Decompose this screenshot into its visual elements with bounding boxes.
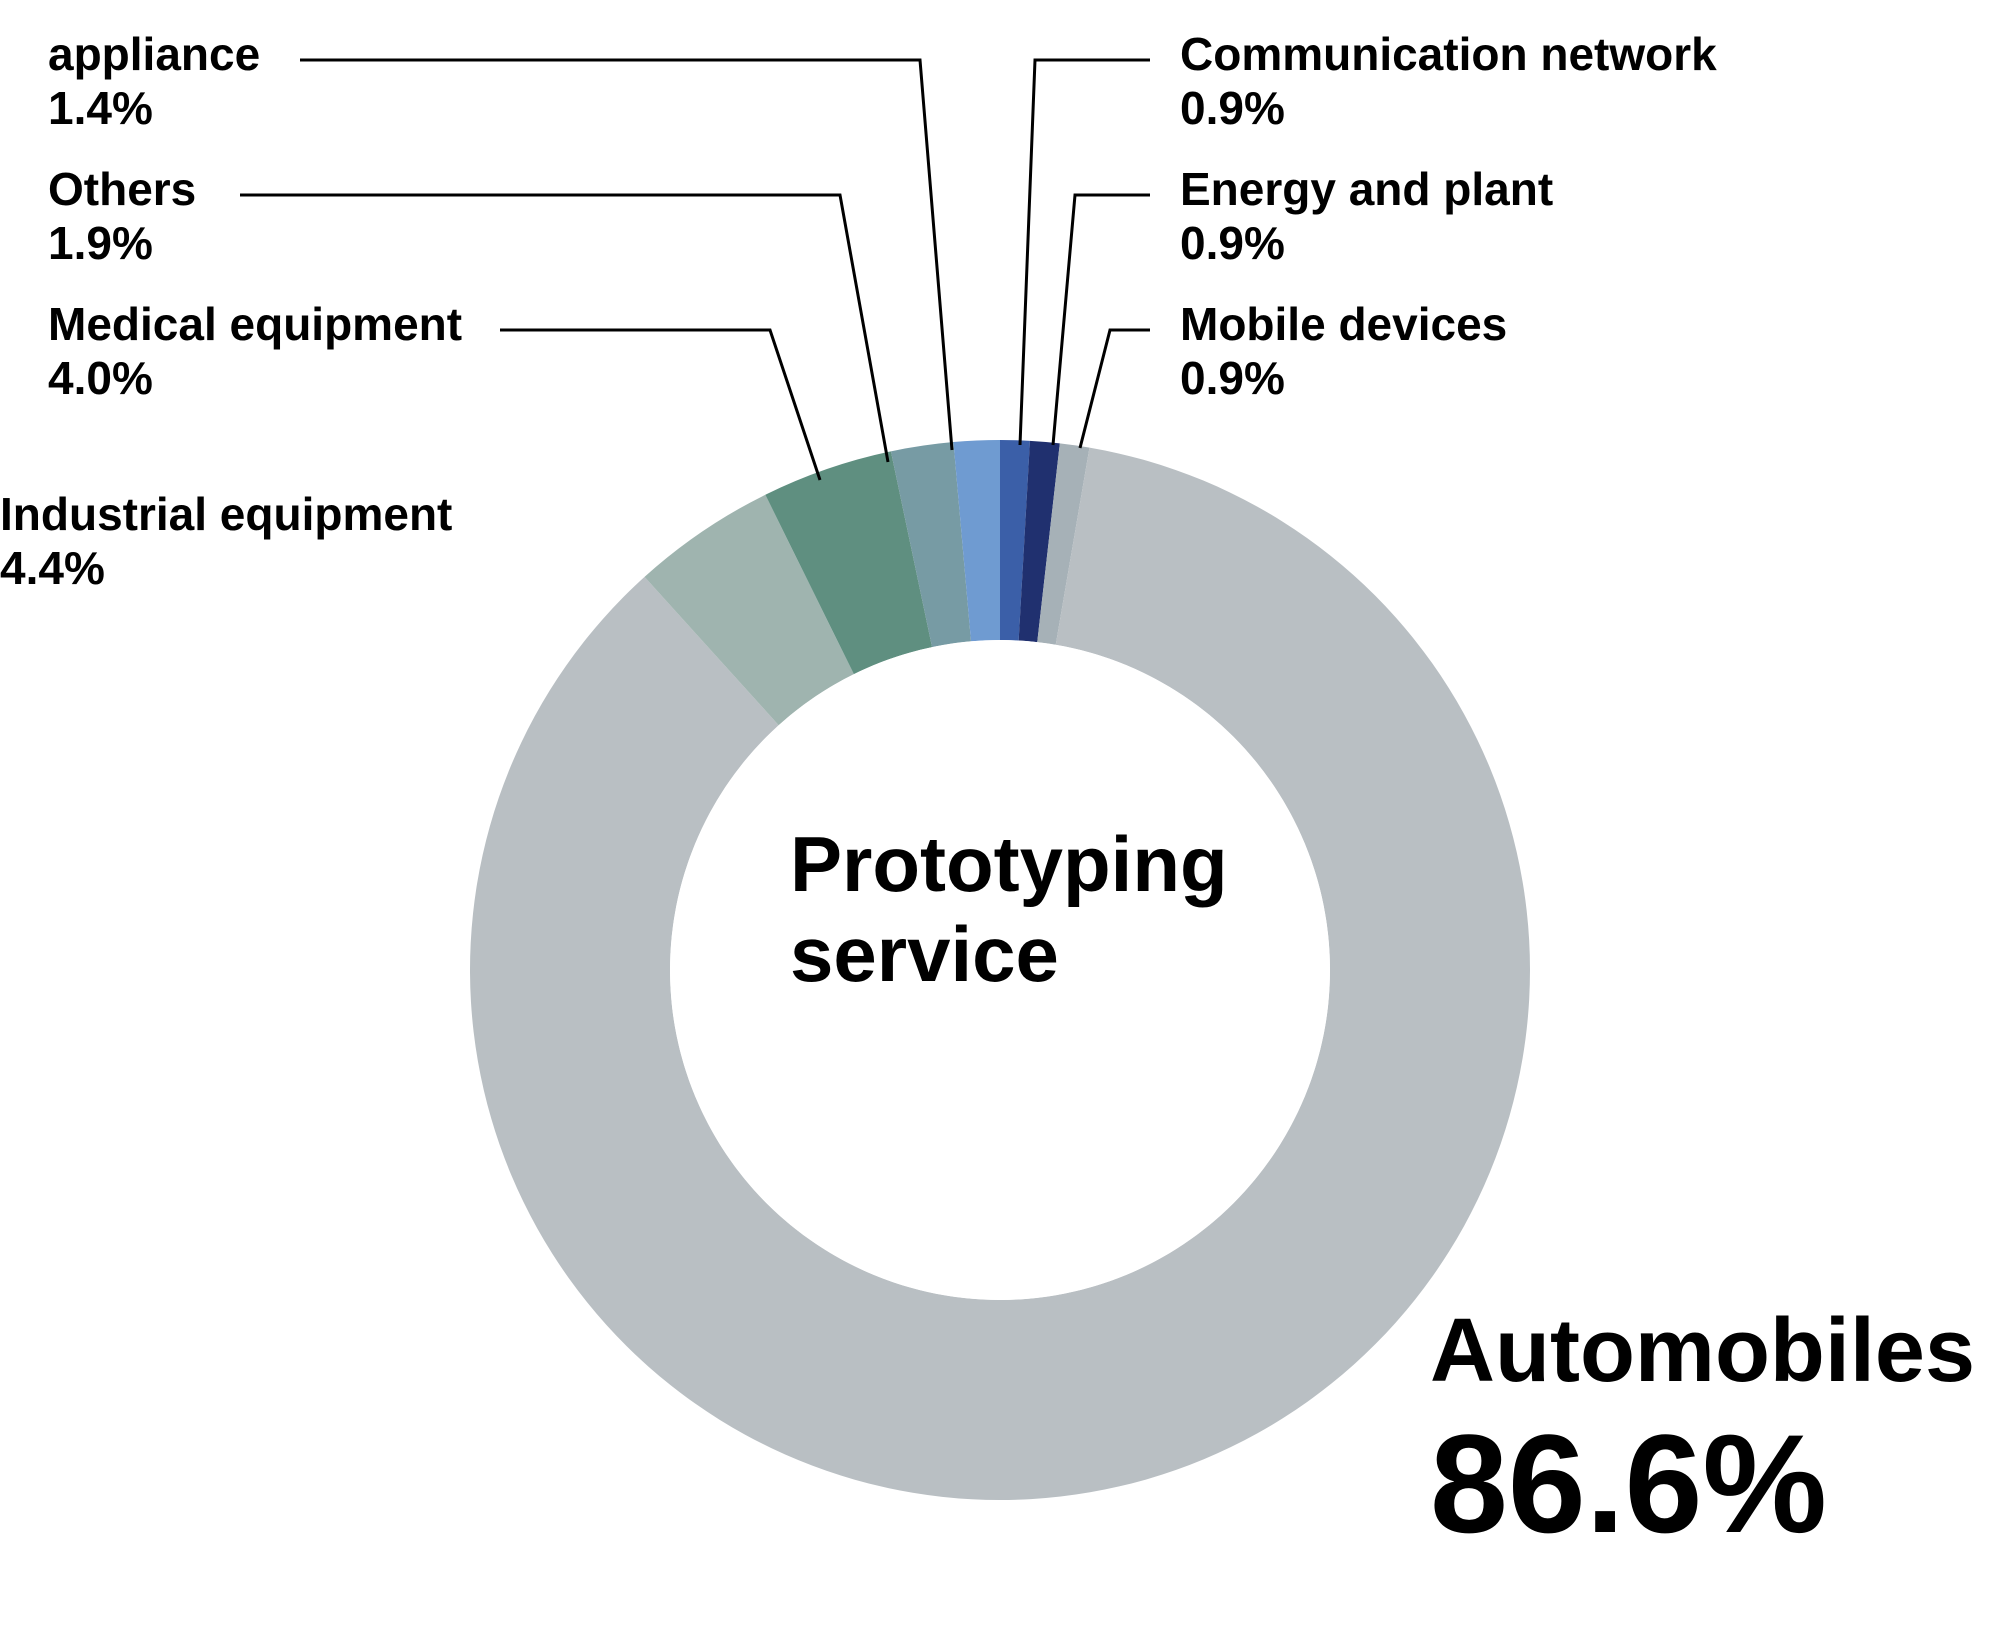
callout-name-indust: Industrial equipment — [0, 490, 452, 538]
callout-indust: Industrial equipment 4.4% — [0, 490, 452, 593]
callout-pct-energy: 0.9% — [1180, 219, 1553, 267]
leader-mobile — [1080, 330, 1150, 448]
callout-pct-medical: 4.0% — [48, 354, 462, 402]
callout-name-mobile: Mobile devices — [1180, 300, 1507, 348]
callout-name-energy: Energy and plant — [1180, 165, 1553, 213]
dominant-category-name: Automobiles — [1430, 1300, 1975, 1403]
callout-energy: Energy and plant 0.9% — [1180, 165, 1553, 268]
leader-energy — [1053, 195, 1150, 445]
chart-stage: Prototyping service Automobiles 86.6% ap… — [0, 0, 2003, 1637]
leader-comm — [1020, 60, 1150, 445]
callout-medical: Medical equipment 4.0% — [48, 300, 462, 403]
chart-center-title: Prototyping service — [790, 820, 1228, 999]
callout-appliance: appliance 1.4% — [48, 30, 260, 133]
callout-name-others: Others — [48, 165, 196, 213]
callout-name-appliance: appliance — [48, 30, 260, 78]
callout-comm: Communication network 0.9% — [1180, 30, 1717, 133]
callout-name-medical: Medical equipment — [48, 300, 462, 348]
dominant-category-label: Automobiles 86.6% — [1430, 1300, 1975, 1565]
callout-pct-indust: 4.4% — [0, 544, 452, 592]
center-title-line1: Prototyping — [790, 820, 1228, 910]
callout-pct-mobile: 0.9% — [1180, 354, 1507, 402]
callout-pct-appliance: 1.4% — [48, 84, 260, 132]
dominant-category-pct: 86.6% — [1430, 1403, 1975, 1565]
callout-mobile: Mobile devices 0.9% — [1180, 300, 1507, 403]
leader-medical — [500, 330, 820, 480]
callout-others: Others 1.9% — [48, 165, 196, 268]
center-title-line2: service — [790, 910, 1228, 1000]
callout-pct-others: 1.9% — [48, 219, 196, 267]
callout-name-comm: Communication network — [1180, 30, 1717, 78]
callout-pct-comm: 0.9% — [1180, 84, 1717, 132]
